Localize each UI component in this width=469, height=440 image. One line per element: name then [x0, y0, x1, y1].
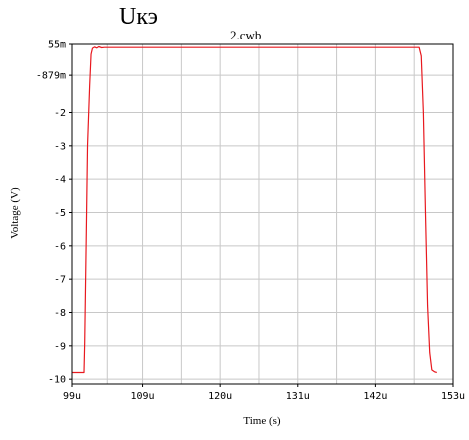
grid-layer: [72, 44, 453, 384]
x-tick-label: 109u: [131, 391, 155, 402]
y-tick-label: -3: [54, 141, 66, 152]
tick-layer: 99u 109u 120u 131u 142u 153u 55m -879m -2 -3 -4 -5 -…: [36, 40, 465, 403]
x-tick-label: 131u: [286, 391, 310, 402]
series-layer: [72, 45, 437, 374]
y-tick-label: -4: [54, 175, 66, 186]
plot-area-border: [71, 43, 454, 385]
y-axis-title: Voltage (V): [9, 187, 21, 239]
voltage-series-line: [72, 45, 437, 374]
y-tick-label: -6: [54, 241, 66, 252]
y-tick-label: -10: [48, 375, 66, 386]
x-tick-label: 120u: [208, 391, 232, 402]
file-name-label: 2.cwb: [230, 28, 262, 39]
y-tick-label: -5: [54, 208, 66, 219]
x-tick-label: 142u: [363, 391, 387, 402]
y-tick-label: -8: [54, 308, 66, 319]
y-tick-label: -7: [54, 275, 66, 286]
y-tick-label: -879m: [36, 71, 66, 82]
x-tick-label: 99u: [63, 391, 81, 402]
y-tick-label: -2: [54, 108, 66, 119]
x-axis-title: Time (s): [243, 415, 281, 427]
y-tick-label: -9: [54, 341, 66, 352]
x-tick-label: 153u: [441, 391, 465, 402]
y-tick-label: 55m: [48, 40, 66, 51]
chart-heading: Uкэ: [119, 4, 158, 30]
